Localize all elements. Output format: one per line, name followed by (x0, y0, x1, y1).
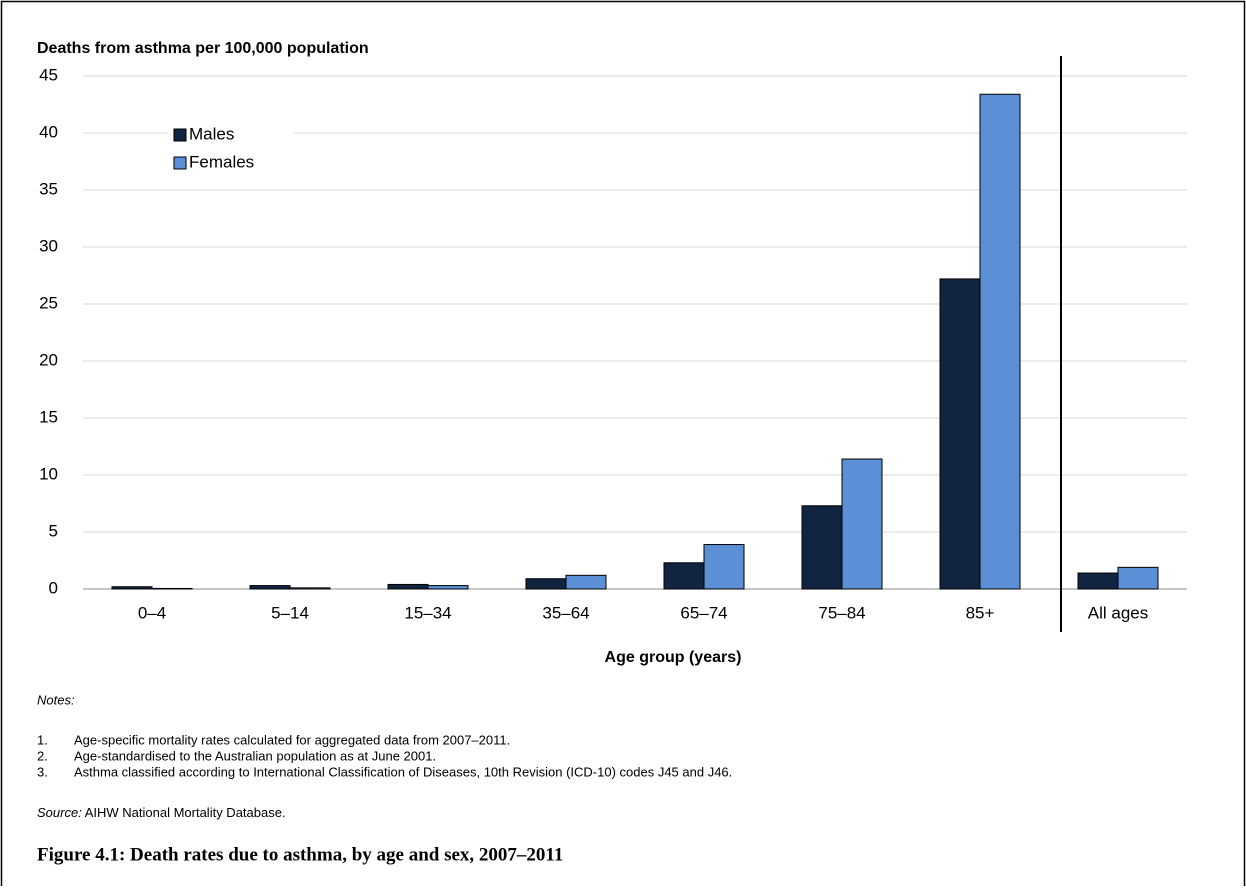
y-tick-label: 45 (39, 65, 58, 84)
bar (525, 578, 567, 590)
bar (801, 505, 843, 590)
source: Source: AIHW National Mortality Database… (37, 805, 286, 820)
y-tick-label: 15 (39, 407, 58, 426)
note-text: Age-standardised to the Australian popul… (74, 748, 436, 763)
bar (111, 586, 153, 590)
legend: Males Females (168, 120, 294, 180)
x-tick-label: 5–14 (271, 603, 309, 622)
y-tick-label: 30 (39, 236, 58, 255)
bar (1117, 566, 1159, 590)
x-tick-label: All ages (1088, 603, 1148, 622)
bars: 0–4 5–14 15–34 35–64 65–74 75–84 85+ All ages (111, 93, 1159, 622)
y-tick-label: 10 (39, 464, 58, 483)
y-tick-label: 20 (39, 350, 58, 369)
x-tick-label: 85+ (966, 603, 995, 622)
figure-caption: Figure 4.1: Death rates due to asthma, b… (37, 844, 563, 865)
note-number: 1. (37, 732, 48, 747)
notes-label: Notes: (37, 692, 75, 707)
legend-swatch (173, 156, 187, 170)
note-text: Asthma classified according to Internati… (74, 764, 732, 779)
note-number: 2. (37, 748, 48, 763)
bar (151, 587, 193, 590)
bar (427, 585, 469, 590)
x-tick-label: 65–74 (680, 603, 727, 622)
y-tick-label: 40 (39, 122, 58, 141)
x-tick-label: 15–34 (404, 603, 451, 622)
legend-label: Males (189, 124, 234, 143)
y-tick-label: 5 (49, 521, 58, 540)
x-tick-label: 75–84 (818, 603, 865, 622)
source-text: AIHW National Mortality Database. (85, 805, 286, 820)
bar (979, 93, 1021, 590)
legend-label: Females (189, 152, 254, 171)
x-tick-label: 0–4 (138, 603, 166, 622)
y-tick-label: 0 (49, 578, 58, 597)
y-axis-title: Deaths from asthma per 100,000 populatio… (37, 40, 369, 57)
bar (939, 278, 981, 590)
legend-swatch (173, 128, 187, 142)
grid: 0 5 10 15 20 25 30 35 40 45 (39, 56, 1187, 632)
bar (841, 458, 883, 590)
x-tick-label: 35–64 (542, 603, 589, 622)
bar (289, 587, 331, 590)
x-axis-title: Age group (years) (605, 649, 742, 666)
bar (565, 574, 607, 590)
y-tick-label: 35 (39, 179, 58, 198)
bar (663, 562, 705, 590)
bar (1077, 572, 1119, 590)
source-label: Source: (37, 805, 82, 820)
bar (249, 585, 291, 590)
note-number: 3. (37, 764, 48, 779)
y-tick-label: 25 (39, 293, 58, 312)
bar (387, 583, 429, 590)
note-text: Age-specific mortality rates calculated … (74, 732, 510, 747)
legend-background (168, 120, 294, 180)
bar (703, 544, 745, 590)
